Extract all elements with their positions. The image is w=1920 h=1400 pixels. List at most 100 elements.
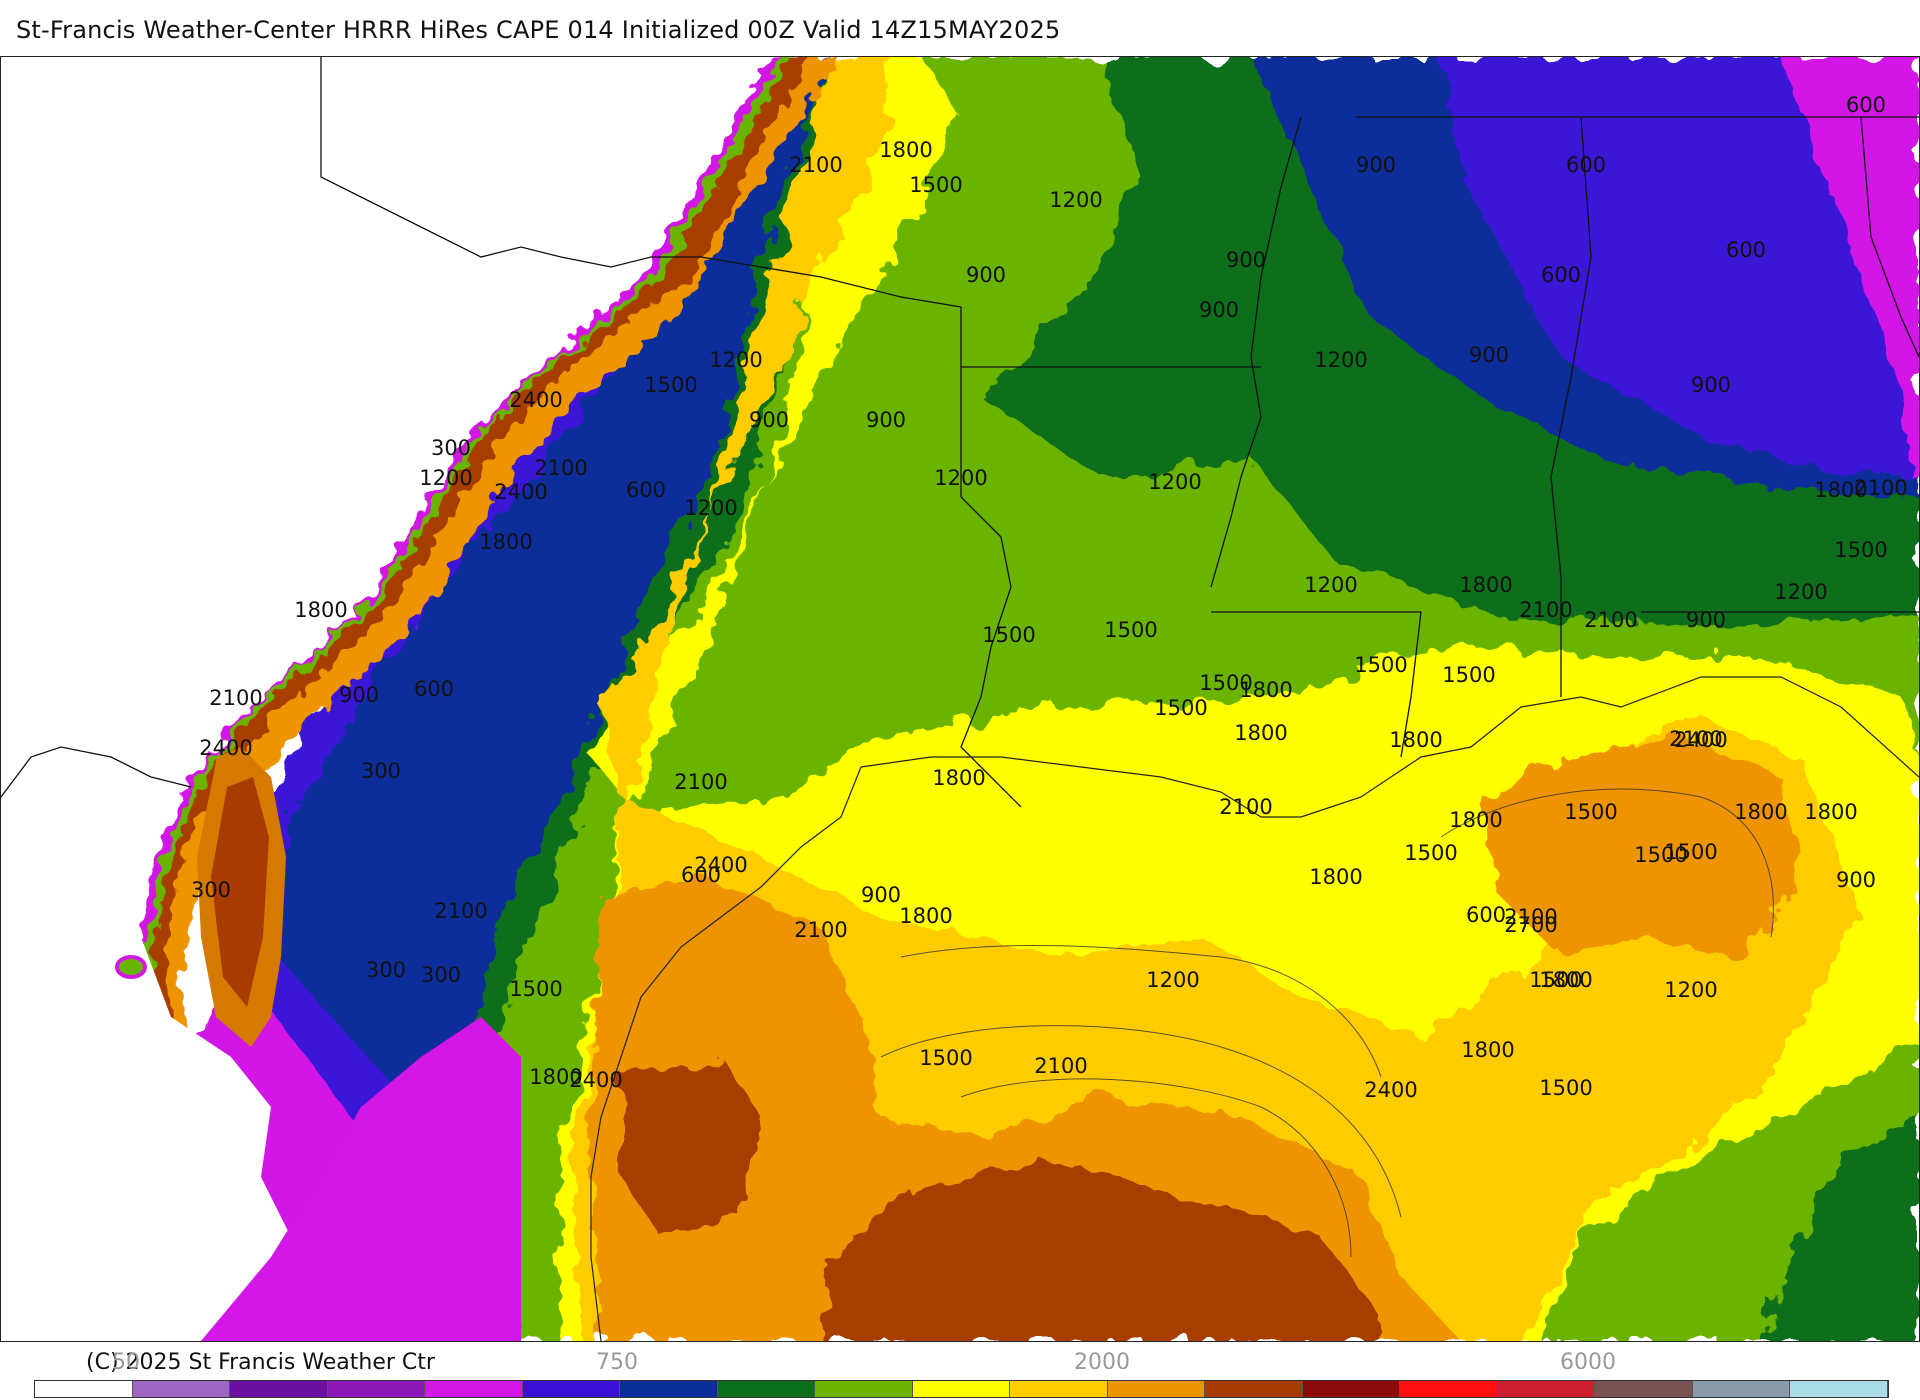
color-swatch	[522, 1381, 620, 1397]
contour-label: 1800	[1234, 721, 1287, 745]
contour-label: 900	[966, 263, 1006, 287]
color-swatch	[132, 1381, 230, 1397]
color-swatch	[912, 1381, 1010, 1397]
color-swatch	[1692, 1381, 1790, 1397]
contour-label: 2100	[1504, 905, 1557, 929]
contour-label: 1500	[1154, 696, 1207, 720]
contour-label: 2100	[674, 770, 727, 794]
contour-label: 2100	[1669, 727, 1722, 751]
contour-label: 1800	[932, 766, 985, 790]
contour-label: 2100	[1854, 476, 1907, 500]
contour-label: 1200	[1148, 470, 1201, 494]
contour-label: 2100	[789, 153, 842, 177]
contour-label: 600	[1846, 93, 1886, 117]
contour-label: 2100	[1219, 795, 1272, 819]
contour-label: 2100	[1519, 598, 1572, 622]
contour-label: 900	[1691, 373, 1731, 397]
cape-band-2700	[621, 1057, 761, 1237]
contour-label: 900	[1469, 343, 1509, 367]
contour-label: 300	[361, 759, 401, 783]
contour-label: 2400	[1364, 1078, 1417, 1102]
contour-label: 2100	[534, 456, 587, 480]
contour-label: 1800	[529, 1065, 582, 1089]
contour-label: 1200	[1664, 978, 1717, 1002]
contour-label: 2700	[1504, 913, 1557, 937]
contour-labels: 1800 1500 2100 1200 900 900 900 600 600 600 600 120…	[191, 93, 1908, 1102]
legend-tick-2000: 2000	[1074, 1350, 1130, 1375]
contour-label: 1500	[1529, 968, 1582, 992]
contour-label: 1500	[919, 1046, 972, 1070]
map-title: St-Francis Weather-Center HRRR HiRes CAP…	[16, 16, 1061, 44]
color-swatch	[1595, 1381, 1693, 1397]
political-borders	[1, 57, 1919, 808]
color-swatch	[1010, 1381, 1108, 1397]
contour-label: 1200	[684, 496, 737, 520]
contour-label: 1800	[294, 598, 347, 622]
color-swatch	[815, 1381, 913, 1397]
contour-label: 600	[1566, 153, 1606, 177]
contour-label: 900	[866, 408, 906, 432]
contour-label: 300	[366, 958, 406, 982]
legend-tick-50: 50	[112, 1350, 140, 1375]
copyright-text: (C) 2025 St Francis Weather Ctr	[86, 1350, 435, 1375]
contour-label: 2400	[199, 736, 252, 760]
contour-label: 1200	[1304, 573, 1357, 597]
contour-label: 2400	[509, 388, 562, 412]
contour-label: 1800	[1309, 865, 1362, 889]
color-swatch	[1302, 1381, 1400, 1397]
contour-label: 1500	[1442, 663, 1495, 687]
color-swatch	[230, 1381, 328, 1397]
contour-label: 2400	[494, 480, 547, 504]
cape-band-2100	[571, 57, 1861, 1341]
contour-label: 900	[861, 883, 901, 907]
contour-label: 300	[431, 436, 471, 460]
color-swatch	[1790, 1381, 1888, 1397]
contour-label: 600	[1726, 238, 1766, 262]
contour-label: 2100	[1034, 1054, 1087, 1078]
legend-footer: (C) 2025 St Francis Weather Ctr 50 750 2…	[0, 1342, 1920, 1400]
contour-label: 1800	[1814, 478, 1867, 502]
color-swatch	[425, 1381, 523, 1397]
contour-label: 1800	[1734, 800, 1787, 824]
color-swatch	[717, 1381, 815, 1397]
contour-label: 600	[1466, 903, 1506, 927]
contour-label: 1800	[899, 904, 952, 928]
contour-label: 1200	[1146, 968, 1199, 992]
contour-label: 2100	[209, 686, 262, 710]
contour-label: 600	[1541, 263, 1581, 287]
contour-label: 1500	[909, 173, 962, 197]
contour-label: 2100	[1584, 608, 1637, 632]
contour-label: 1500	[1404, 841, 1457, 865]
contour-label: 300	[421, 963, 461, 987]
contour-label: 1200	[419, 466, 472, 490]
color-scale-bar	[34, 1380, 1889, 1398]
contour-label: 1200	[1314, 348, 1367, 372]
color-swatch	[1497, 1381, 1595, 1397]
legend-tick-750: 750	[596, 1350, 638, 1375]
color-swatch	[1400, 1381, 1498, 1397]
contour-label: 900	[1686, 608, 1726, 632]
contour-label: 1800	[1461, 1038, 1514, 1062]
contour-label: 1200	[1049, 188, 1102, 212]
contour-label: 1500	[1564, 800, 1617, 824]
contour-label: 600	[681, 863, 721, 887]
cape-map: 1800 1500 2100 1200 900 900 900 600 600 600 600 120…	[0, 56, 1920, 1342]
contour-label: 600	[626, 478, 666, 502]
contour-label: 1800	[1389, 728, 1442, 752]
contour-label: 1500	[1104, 618, 1157, 642]
contour-label: 900	[339, 683, 379, 707]
contour-label: 1500	[1539, 1076, 1592, 1100]
legend-tick-6000: 6000	[1560, 1350, 1616, 1375]
contour-label: 1800	[1459, 573, 1512, 597]
contour-label: 300	[191, 878, 231, 902]
color-swatch	[620, 1381, 718, 1397]
contour-label: 1800	[479, 530, 532, 554]
contour-label: 900	[1356, 153, 1396, 177]
color-swatch	[35, 1381, 133, 1397]
contour-label: 900	[749, 408, 789, 432]
contour-label: 900	[1836, 868, 1876, 892]
contour-label: 600	[414, 677, 454, 701]
contour-label: 1500	[1664, 840, 1717, 864]
contour-label: 2100	[794, 918, 847, 942]
contour-label: 2100	[434, 899, 487, 923]
